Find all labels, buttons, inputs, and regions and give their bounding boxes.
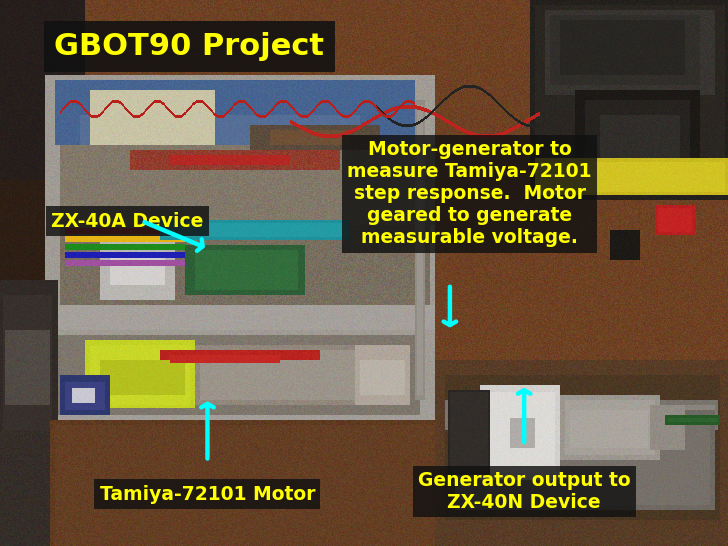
Text: Motor-generator to
measure Tamiya-72101
step response.  Motor
geared to generate: Motor-generator to measure Tamiya-72101 …	[347, 140, 592, 247]
Text: ZX-40A Device: ZX-40A Device	[51, 212, 203, 230]
Text: Tamiya-72101 Motor: Tamiya-72101 Motor	[100, 485, 315, 503]
Text: GBOT90 Project: GBOT90 Project	[55, 32, 324, 61]
Text: Generator output to
ZX-40N Device: Generator output to ZX-40N Device	[418, 471, 630, 512]
